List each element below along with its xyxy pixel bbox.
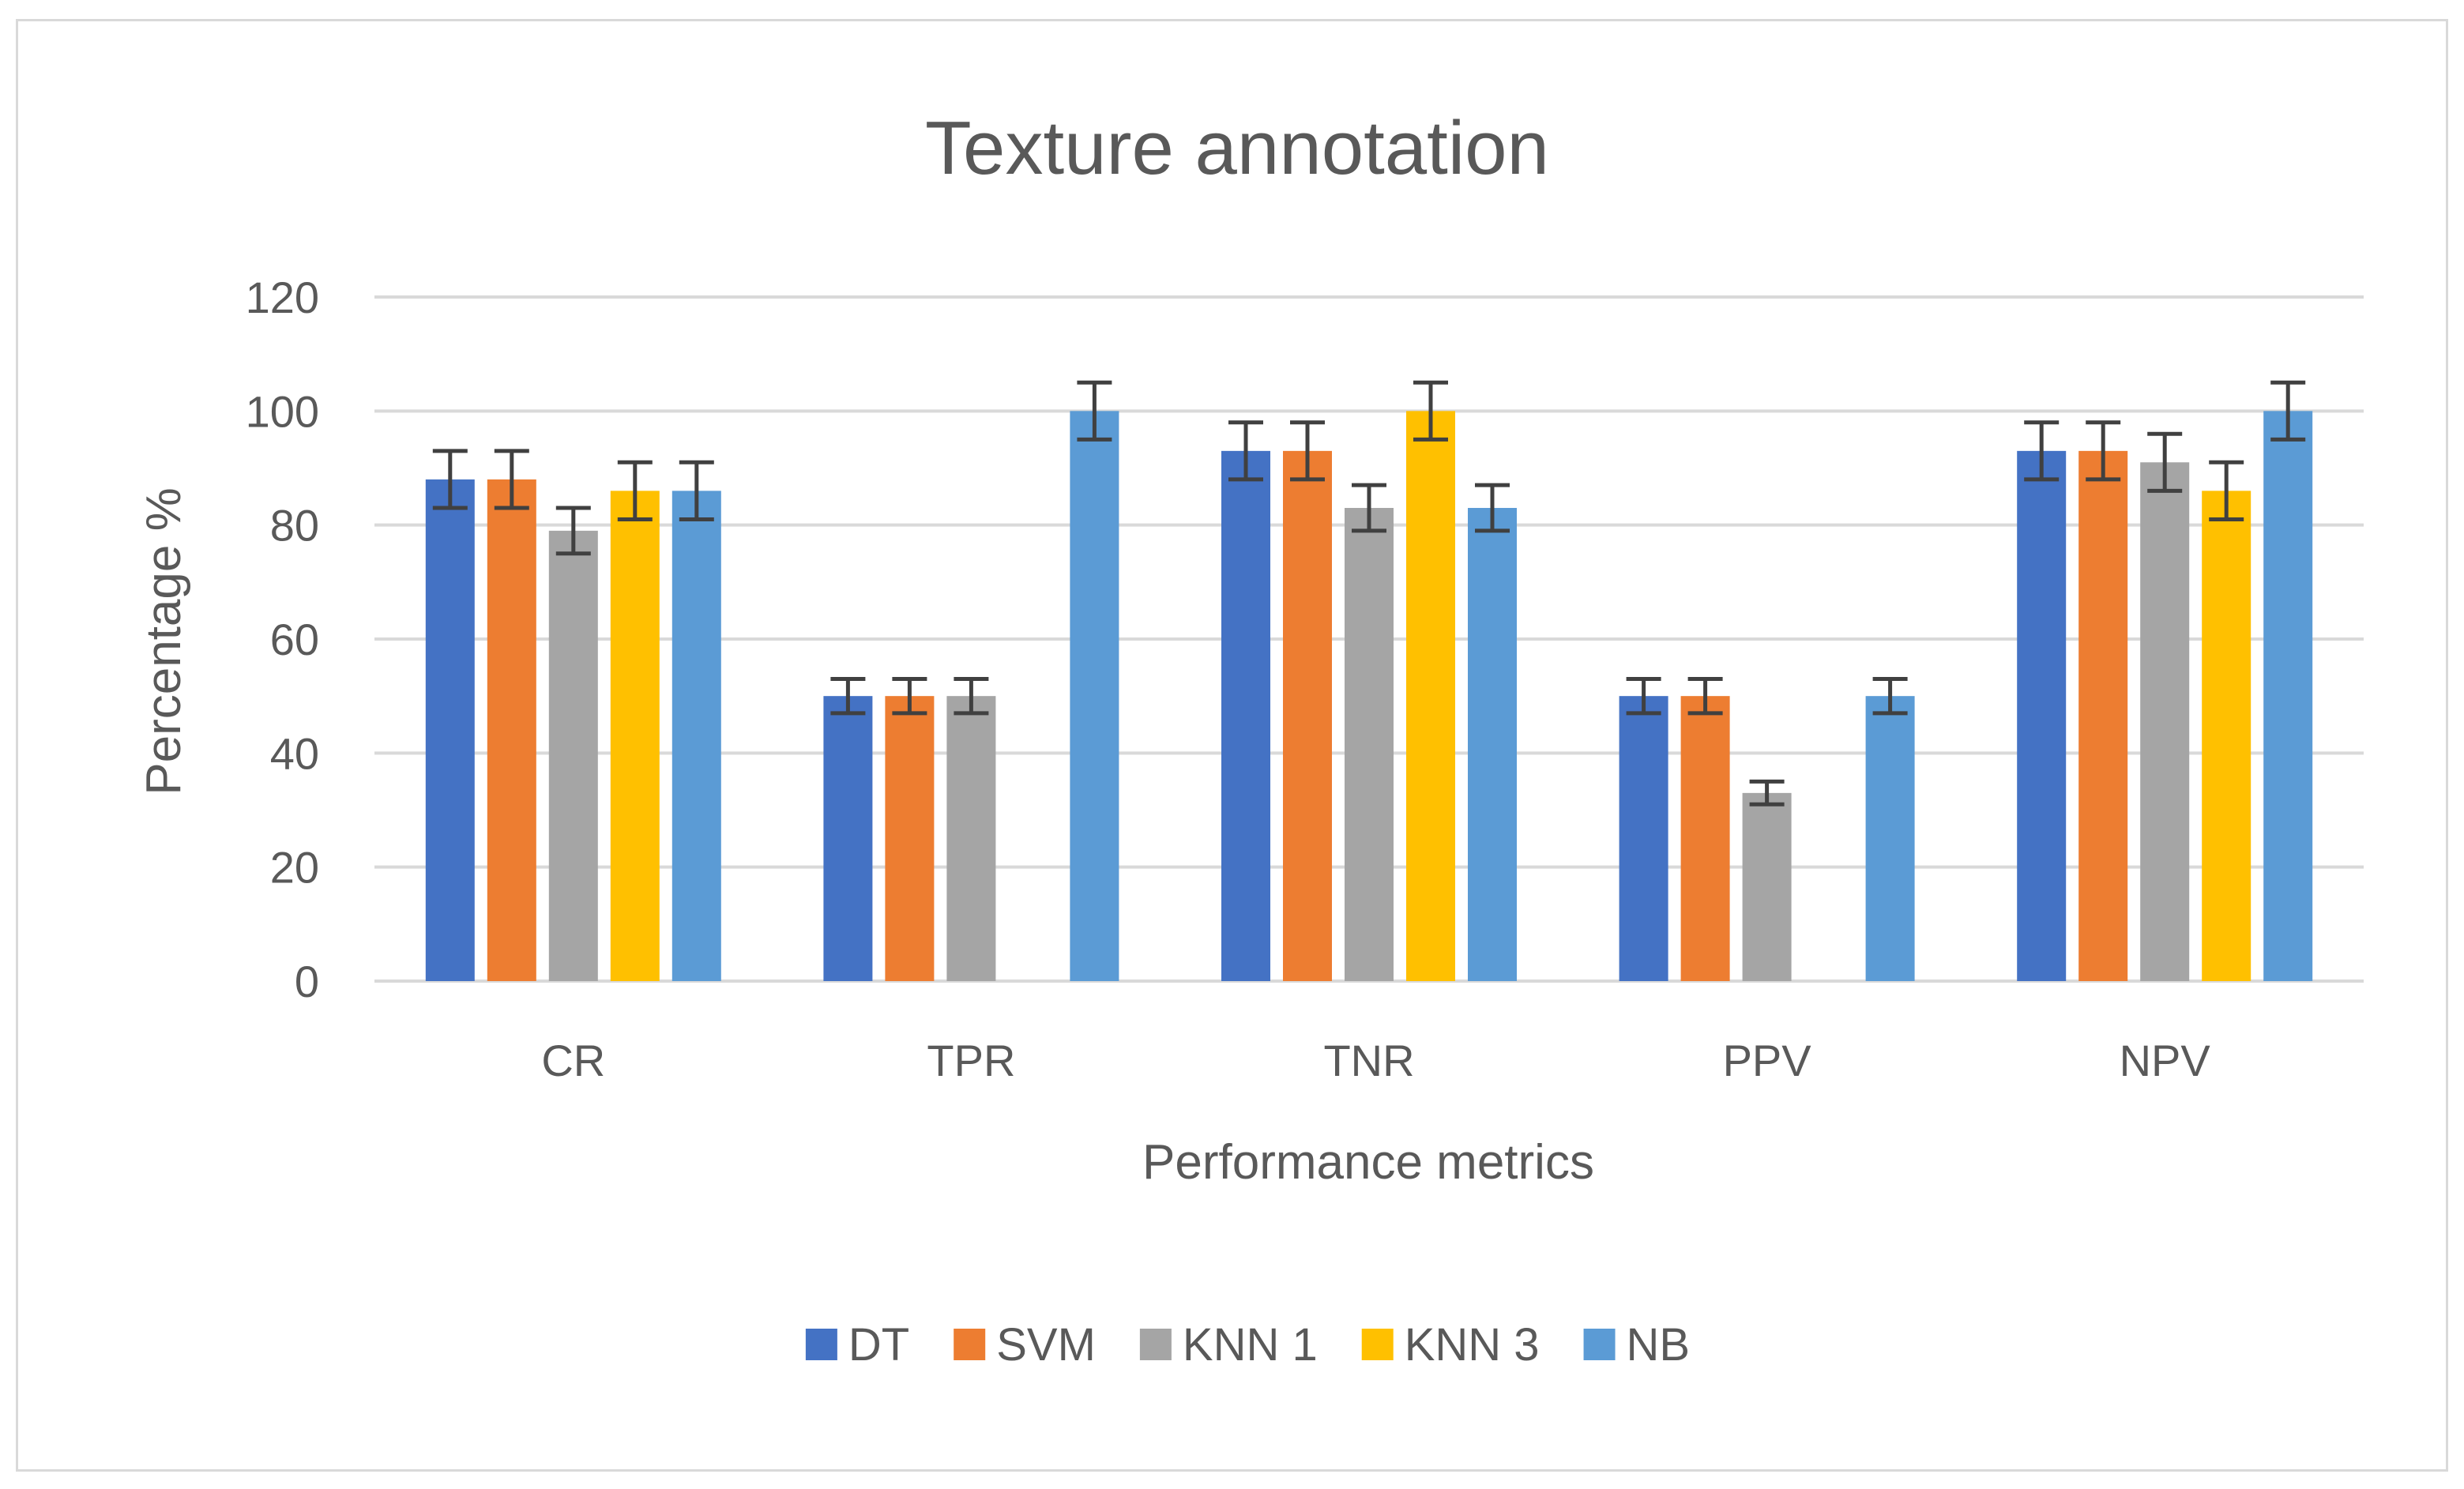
x-tick-label: TPR [927, 1036, 1015, 1085]
y-tick-label: 0 [295, 957, 319, 1006]
bar-dt-ppv [1619, 696, 1668, 981]
error-bar [1413, 380, 1448, 442]
bar-knn-1-cr [548, 530, 598, 981]
x-tick-label: NPV [2120, 1036, 2211, 1085]
bar-svm-cr [487, 479, 536, 981]
error-bar [1687, 677, 1723, 716]
bar-knn-1-tnr [1345, 508, 1394, 981]
error-bar [954, 677, 989, 716]
error-bar [1077, 380, 1112, 442]
y-tick-label: 120 [246, 273, 319, 322]
error-bar [1228, 420, 1263, 482]
legend-swatch-knn-3 [1361, 1329, 1394, 1360]
legend-label: SVM [996, 1319, 1096, 1371]
chart-title: Texture annotation [925, 106, 1549, 190]
bar-knn-1-npv [2140, 462, 2190, 981]
bar-nb-tpr [1070, 411, 1119, 981]
bar-svm-tpr [885, 696, 935, 981]
error-bar [617, 460, 653, 521]
x-axis-ticks: CR TPR TNR PPV NPV [541, 1036, 2210, 1085]
y-tick-label: 20 [270, 843, 319, 893]
y-tick-label: 40 [270, 728, 319, 778]
error-bar [679, 460, 714, 521]
bar-nb-npv [2263, 411, 2313, 981]
y-tick-label: 100 [246, 386, 319, 436]
legend: DT SVM KNN 1 KNN 3 NB [805, 1319, 1691, 1371]
error-bar [555, 506, 591, 556]
bar-knn-3-cr [610, 491, 660, 981]
error-bar [1352, 483, 1386, 533]
bar-dt-tpr [823, 696, 873, 981]
error-bar [1749, 779, 1785, 807]
error-bar [1626, 677, 1661, 716]
y-tick-label: 80 [270, 501, 319, 551]
error-bar [1475, 483, 1510, 533]
legend-label: KNN 1 [1183, 1319, 1318, 1371]
bar-svm-npv [2078, 450, 2128, 981]
legend-label: DT [848, 1319, 909, 1371]
legend-label: NB [1627, 1319, 1691, 1371]
error-bar [830, 677, 866, 716]
error-bar [2086, 420, 2121, 482]
bar-dt-npv [2017, 450, 2067, 981]
bar-dt-tnr [1221, 450, 1270, 981]
x-tick-label: PPV [1723, 1036, 1812, 1085]
bar-nb-tnr [1468, 508, 1517, 981]
bar-knn-1-tpr [946, 696, 996, 981]
error-bar [432, 449, 468, 510]
bar-svm-tnr [1283, 450, 1332, 981]
y-axis-ticks: 0 20 40 60 80 100 120 [246, 273, 319, 1006]
error-bar [2024, 420, 2060, 482]
error-bar [2270, 380, 2306, 442]
error-bar [1290, 420, 1325, 482]
x-axis-title: Performance metrics [1142, 1135, 1594, 1190]
error-bar [892, 677, 927, 716]
error-bar [1872, 677, 1908, 716]
bar-knn-1-ppv [1742, 792, 1792, 981]
legend-label: KNN 3 [1405, 1319, 1540, 1371]
y-axis-title: Percentage % [137, 487, 191, 795]
bar-svm-ppv [1680, 696, 1730, 981]
legend-swatch-knn-1 [1139, 1329, 1172, 1360]
bar-knn-3-tnr [1406, 411, 1455, 981]
bar-nb-cr [671, 491, 721, 981]
error-bar [2209, 460, 2244, 521]
bar-knn-3-npv [2202, 491, 2251, 981]
error-bars [432, 380, 2306, 807]
bars [425, 411, 2313, 981]
error-bar [2147, 431, 2183, 493]
x-tick-label: TNR [1323, 1036, 1414, 1085]
x-tick-label: CR [541, 1036, 605, 1085]
legend-swatch-nb [1583, 1329, 1616, 1360]
legend-swatch-svm [954, 1329, 986, 1360]
legend-swatch-dt [805, 1329, 837, 1360]
bar-nb-ppv [1865, 696, 1915, 981]
error-bar [494, 449, 529, 510]
y-tick-label: 60 [270, 615, 319, 664]
bar-dt-cr [425, 479, 475, 981]
